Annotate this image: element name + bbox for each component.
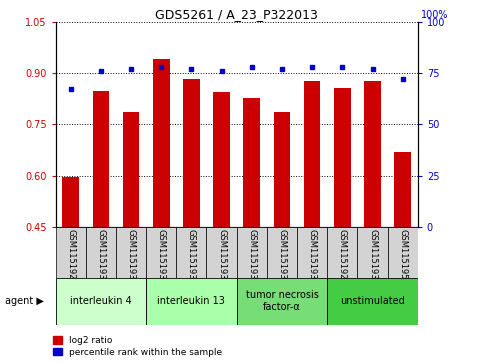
Bar [388,227,418,278]
Bar [274,113,290,227]
Bar [364,81,381,227]
Bar [327,227,357,278]
Text: agent ▶: agent ▶ [5,296,43,306]
Text: interleukin 4: interleukin 4 [70,296,132,306]
Bar [327,278,418,325]
Bar [86,227,116,278]
Bar [357,227,388,278]
Text: GSM1151938: GSM1151938 [308,229,317,285]
Bar [237,278,327,325]
Bar [237,227,267,278]
Bar [243,98,260,227]
Text: GSM1151930: GSM1151930 [96,229,105,285]
Bar [213,92,230,227]
Bar [93,91,109,227]
Bar [334,89,351,227]
Bar [153,60,170,227]
Text: GSM1151937: GSM1151937 [217,229,226,285]
Bar [207,227,237,278]
Bar [395,152,411,227]
Text: GSM1151951: GSM1151951 [398,229,407,285]
Text: GSM1151932: GSM1151932 [187,229,196,285]
Bar [146,278,237,325]
Legend: log2 ratio, percentile rank within the sample: log2 ratio, percentile rank within the s… [53,336,222,357]
Bar [62,177,79,227]
Text: GSM1151933: GSM1151933 [247,229,256,285]
Bar [116,227,146,278]
Bar [297,227,327,278]
Text: GSM1151928: GSM1151928 [338,229,347,285]
Bar [183,79,199,227]
Text: unstimulated: unstimulated [340,296,405,306]
Bar [176,227,207,278]
Title: GDS5261 / A_23_P322013: GDS5261 / A_23_P322013 [155,8,318,21]
Bar [56,227,86,278]
Bar [304,81,320,227]
Bar [146,227,176,278]
Text: GSM1151934: GSM1151934 [277,229,286,285]
Bar [123,113,139,227]
Text: GSM1151931: GSM1151931 [156,229,166,285]
Text: 100%: 100% [421,11,448,20]
Text: GSM1151935: GSM1151935 [368,229,377,285]
Bar [56,278,146,325]
Text: GSM1151929: GSM1151929 [66,229,75,285]
Text: GSM1151936: GSM1151936 [127,229,136,285]
Text: tumor necrosis
factor-α: tumor necrosis factor-α [245,290,318,312]
Text: interleukin 13: interleukin 13 [157,296,226,306]
Bar [267,227,297,278]
